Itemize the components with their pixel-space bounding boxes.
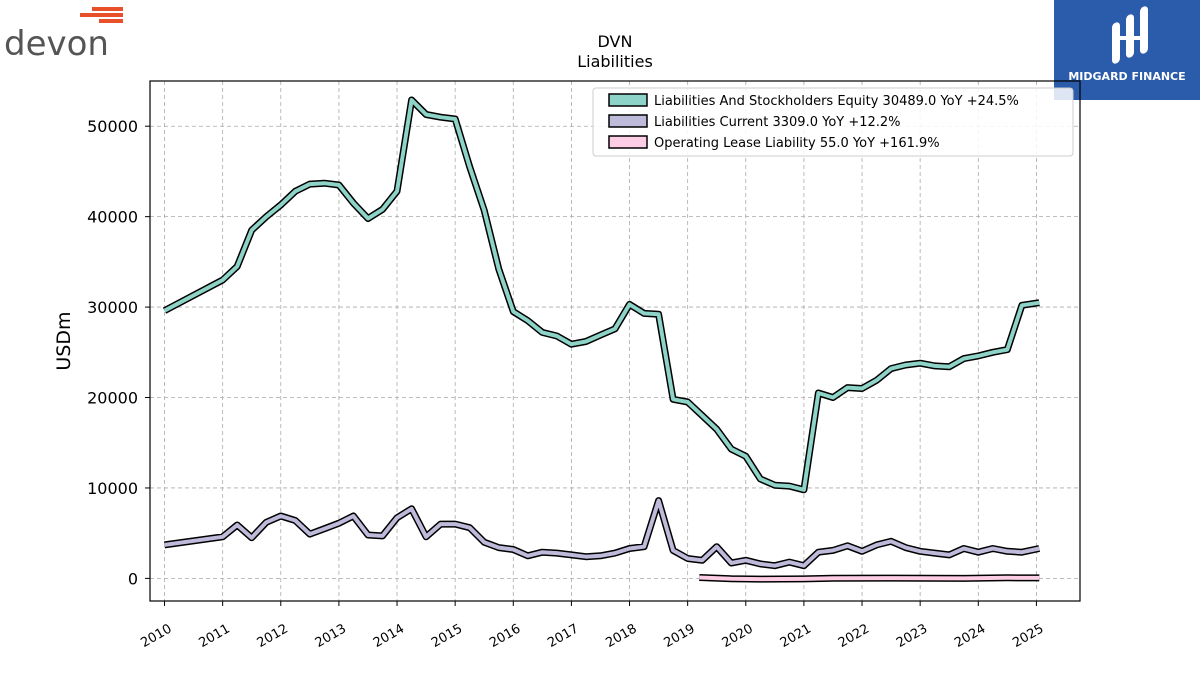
x-ticks: 2010 2011 2012 2013 2014 2015 2016 2017 2018 2019… <box>138 601 1046 651</box>
x-tick-label: 2016 <box>487 621 523 651</box>
chart-subtitle: Liabilities <box>577 52 653 71</box>
y-ticks: 0 10000 20000 30000 40000 50000 <box>87 117 150 588</box>
legend-label-3: Operating Lease Liability 55.0 YoY +161.… <box>654 136 940 151</box>
x-tick-label: 2019 <box>661 621 697 651</box>
series-lines <box>162 96 1041 583</box>
x-tick-label: 2023 <box>894 621 930 651</box>
midgard-finance-logo: MIDGARD FINANCE <box>1054 0 1200 100</box>
y-tick-label: 10000 <box>87 479 138 498</box>
logo-bar-3 <box>99 19 123 23</box>
x-tick-label: 2015 <box>429 621 465 651</box>
legend: Liabilities And Stockholders Equity 3048… <box>592 87 1074 157</box>
x-tick-label: 2013 <box>313 621 349 651</box>
plot-frame <box>149 80 1081 602</box>
devon-logo-graphic: devon <box>4 7 123 64</box>
x-tick-label: 2025 <box>1010 621 1046 651</box>
x-tick-label: 2012 <box>255 621 291 651</box>
x-tick-label: 2024 <box>952 621 988 651</box>
legend-label-2: Liabilities Current 3309.0 YoY +12.2% <box>654 115 901 130</box>
midgard-emblem-icon <box>1112 6 1148 64</box>
logo-bar-2 <box>80 13 123 17</box>
y-tick-label: 20000 <box>87 389 138 408</box>
y-tick-label: 30000 <box>87 298 138 317</box>
x-tick-label: 2010 <box>138 621 174 651</box>
series-outline-1 <box>162 96 1040 494</box>
midgard-wordmark: MIDGARD FINANCE <box>1068 70 1185 83</box>
x-tick-label: 2022 <box>836 621 872 651</box>
y-axis-label: USDm <box>53 311 75 370</box>
series-line-2 <box>164 498 1040 568</box>
x-tick-label: 2020 <box>720 621 756 651</box>
legend-swatch-1 <box>608 93 648 107</box>
devon-wordmark: devon <box>4 24 109 64</box>
midgard-logo-graphic: MIDGARD FINANCE <box>1054 0 1200 100</box>
legend-swatch-2 <box>608 114 648 128</box>
x-tick-label: 2018 <box>603 621 639 651</box>
y-tick-label: 40000 <box>87 208 138 227</box>
series-line-3 <box>699 575 1040 582</box>
x-tick-label: 2021 <box>778 621 814 651</box>
x-tick-label: 2011 <box>196 621 232 651</box>
y-tick-label: 50000 <box>87 117 138 136</box>
y-tick-label: 0 <box>128 569 138 588</box>
x-tick-label: 2017 <box>545 621 581 651</box>
legend-swatch-3 <box>608 135 648 149</box>
grid <box>150 81 1080 601</box>
legend-box <box>592 87 1074 157</box>
series-line-1 <box>163 98 1040 492</box>
chart-title: DVN <box>598 32 633 51</box>
logo-bar-1 <box>92 7 123 11</box>
x-tick-label: 2014 <box>371 621 407 651</box>
legend-label-1: Liabilities And Stockholders Equity 3048… <box>654 94 1019 109</box>
devon-logo: devon <box>0 0 130 70</box>
